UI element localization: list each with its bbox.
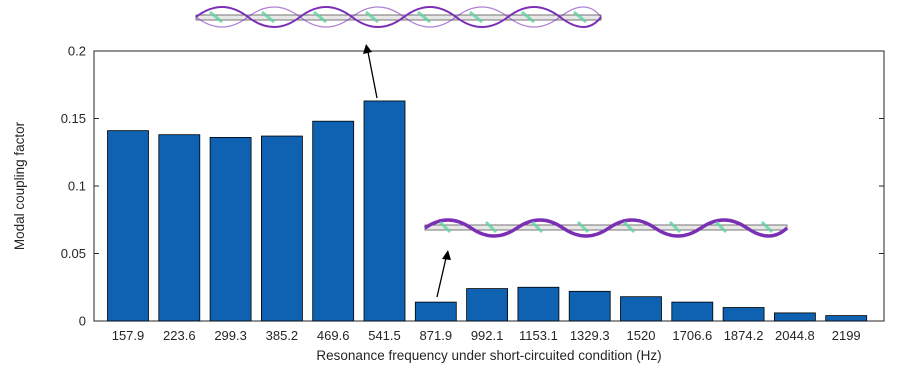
mode-shape-image-1 [195, 6, 602, 28]
y-axis-label: Modal coupling factor [12, 121, 27, 250]
x-tick-label: 2044.8 [775, 328, 815, 343]
bar-1874.2 [722, 307, 765, 322]
bar-157.9 [107, 130, 149, 322]
x-tick-label: 223.6 [163, 328, 196, 343]
bar-1706.6 [671, 301, 714, 322]
x-tick-label: 299.3 [214, 328, 247, 343]
bar-2044.8 [774, 312, 816, 322]
y-tick-label: 0.1 [68, 179, 86, 194]
annotation-arrow-1 [363, 44, 378, 99]
x-tick-label: 157.9 [112, 328, 145, 343]
x-tick-label: 541.5 [368, 328, 401, 343]
x-tick-label: 1520 [627, 328, 656, 343]
annotation-arrow-2 [436, 250, 451, 298]
x-axis: 157.9 223.6 299.3 385.2 469.6 541.5 871.9 992.1… [112, 316, 861, 343]
bar-1520 [620, 296, 662, 322]
bars [107, 100, 868, 322]
bar-1329.3 [568, 290, 611, 322]
y-tick-label: 0 [79, 314, 86, 329]
y-tick-label: 0.15 [61, 111, 86, 126]
bar-871.9 [414, 301, 457, 322]
bar-469.6 [312, 120, 355, 322]
bar-223.6 [158, 134, 201, 322]
bar-541.5 [363, 100, 406, 322]
bar-1153.1 [517, 286, 560, 322]
x-tick-label: 2199 [832, 328, 861, 343]
x-tick-label: 1874.2 [724, 328, 764, 343]
x-tick-label: 992.1 [471, 328, 504, 343]
y-tick-label: 0.05 [61, 246, 86, 261]
x-tick-label: 385.2 [266, 328, 299, 343]
y-tick-label: 0.2 [68, 44, 86, 59]
x-tick-label: 469.6 [317, 328, 350, 343]
x-axis-label: Resonance frequency under short-circuite… [316, 348, 661, 363]
y-axis: 0 0.05 0.1 0.15 0.2 [61, 44, 884, 329]
x-tick-label: 1329.3 [570, 328, 610, 343]
bar-385.2 [260, 135, 303, 322]
bar-2199 [825, 315, 868, 322]
x-tick-label: 1706.6 [672, 328, 712, 343]
x-tick-label: 871.9 [420, 328, 453, 343]
x-tick-label: 1153.1 [519, 328, 558, 343]
mode-shape-image-2 [424, 218, 789, 238]
bar-299.3 [209, 136, 252, 322]
bar-992.1 [466, 288, 509, 322]
